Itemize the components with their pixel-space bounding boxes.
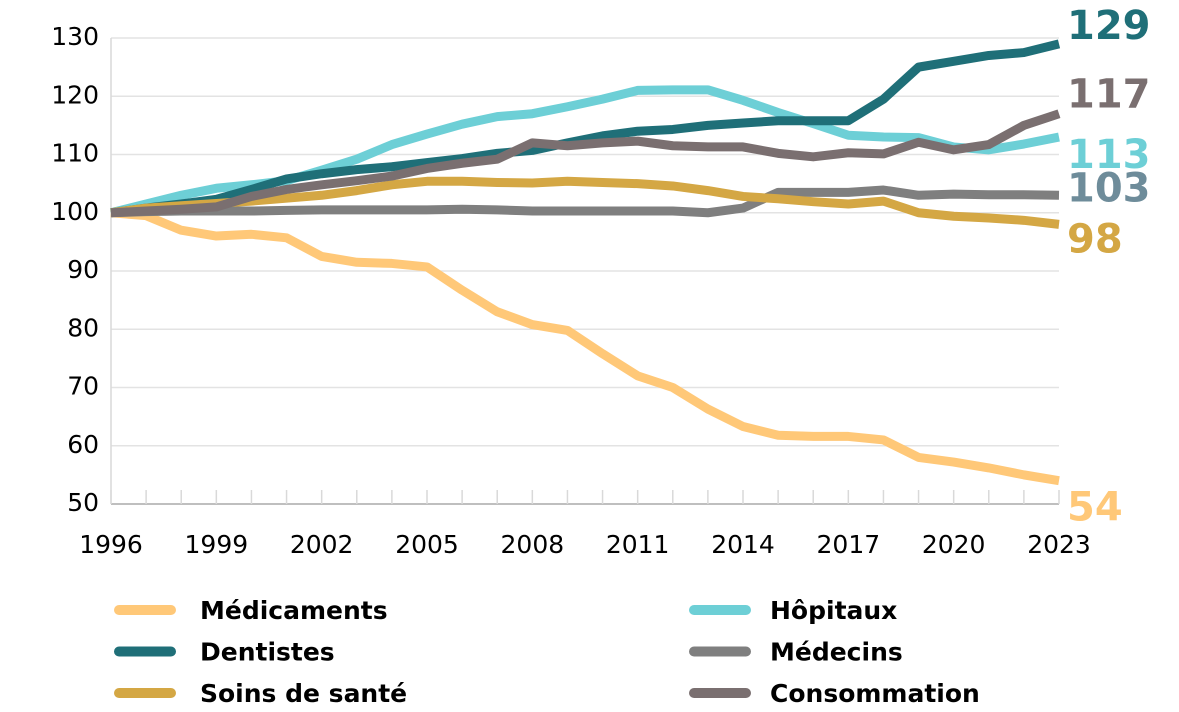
end-value-label: 117 [1067, 72, 1151, 118]
end-value-label: 129 [1067, 3, 1151, 49]
series-line [110, 39, 1061, 218]
x-tick-label: 2020 [922, 530, 986, 559]
legend-label: Dentistes [200, 638, 335, 667]
x-tick-label: 2005 [395, 530, 459, 559]
y-tick-label: 90 [67, 255, 99, 284]
y-tick-label: 110 [51, 139, 99, 168]
x-tick-label: 2011 [606, 530, 670, 559]
legend-label: Médecins [770, 638, 903, 667]
y-tick-label: 120 [51, 80, 99, 109]
end-value-label: 113 [1067, 132, 1151, 178]
series-line [110, 109, 1061, 218]
y-tick-label: 80 [67, 313, 99, 342]
x-tick-label: 2014 [711, 530, 775, 559]
series-line [110, 176, 1060, 229]
series-line [110, 208, 1060, 486]
end-value-label: 98 [1067, 216, 1123, 262]
x-tick-label: 2008 [501, 530, 565, 559]
legend-label: Hôpitaux [770, 596, 897, 625]
x-tick-label: 2017 [817, 530, 881, 559]
legend-label: Médicaments [200, 596, 388, 625]
legend-label: Soins de santé [200, 679, 407, 708]
y-tick-label: 60 [67, 430, 99, 459]
series-line [110, 185, 1060, 218]
x-tick-label: 2002 [290, 530, 354, 559]
end-value-label: 103 [1067, 165, 1151, 211]
y-tick-label: 50 [67, 488, 99, 517]
x-tick-label: 1999 [185, 530, 249, 559]
x-tick-label: 1996 [79, 530, 143, 559]
y-tick-label: 70 [67, 372, 99, 401]
end-value-label: 54 [1067, 485, 1123, 531]
x-tick-label: 2023 [1027, 530, 1091, 559]
y-tick-label: 100 [51, 197, 99, 226]
y-tick-label: 130 [51, 22, 99, 51]
legend-label: Consommation [770, 679, 980, 708]
